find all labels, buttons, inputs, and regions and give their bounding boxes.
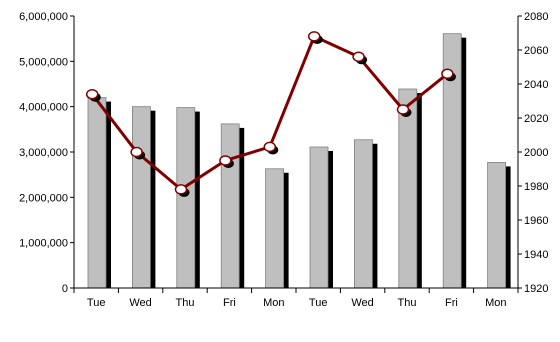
bar <box>487 162 507 289</box>
x-tick-label: Mon <box>485 297 506 309</box>
left-tick-label: 4,000,000 <box>19 102 68 114</box>
left-tick-label: 5,000,000 <box>19 56 68 68</box>
left-tick-label: 6,000,000 <box>19 11 68 23</box>
right-tick-label: 2060 <box>524 45 548 57</box>
x-tick-label: Thu <box>398 297 417 309</box>
left-tick-label: 3,000,000 <box>19 147 68 159</box>
bar <box>87 97 107 289</box>
right-tick-label: 2040 <box>524 79 548 91</box>
x-tick-label: Tue <box>87 297 106 309</box>
x-tick-label: Fri <box>223 297 236 309</box>
left-tick-label: 0 <box>62 283 68 295</box>
line-layer <box>85 31 456 197</box>
right-tick-label: 1960 <box>524 215 548 227</box>
x-tick-label: Wed <box>351 297 373 309</box>
bar <box>353 139 373 289</box>
line-marker <box>174 184 188 195</box>
left-tick-label: 2,000,000 <box>19 192 68 204</box>
line-marker <box>396 104 410 115</box>
labels-layer: 0 1,000,000 2,000,000 3,000,000 4,000,000 5,0… <box>19 11 548 309</box>
right-tick-label: 2020 <box>524 113 548 125</box>
line-marker <box>441 68 454 80</box>
x-tick-label: Mon <box>263 297 284 309</box>
line-marker <box>219 155 232 166</box>
axes-layer <box>70 15 522 293</box>
line-marker <box>130 146 143 158</box>
bar <box>220 123 240 289</box>
x-tick-label: Thu <box>176 297 195 309</box>
bar <box>398 88 418 289</box>
bar <box>309 146 329 289</box>
line-marker <box>307 31 321 42</box>
x-tick-label: Wed <box>129 297 151 309</box>
right-tick-label: 2080 <box>524 11 548 23</box>
right-tick-label: 1980 <box>524 181 548 193</box>
line-marker <box>352 51 365 63</box>
right-tick-label: 1920 <box>524 283 548 295</box>
x-tick-label: Tue <box>309 297 328 309</box>
line-marker <box>85 88 99 100</box>
right-tick-label: 1940 <box>524 249 548 261</box>
line-marker <box>263 141 277 153</box>
bar <box>131 106 151 289</box>
left-tick-label: 1,000,000 <box>19 238 68 250</box>
bar <box>265 168 285 289</box>
bar <box>176 107 196 289</box>
x-tick-label: Fri <box>445 297 458 309</box>
right-tick-label: 2000 <box>524 147 548 159</box>
